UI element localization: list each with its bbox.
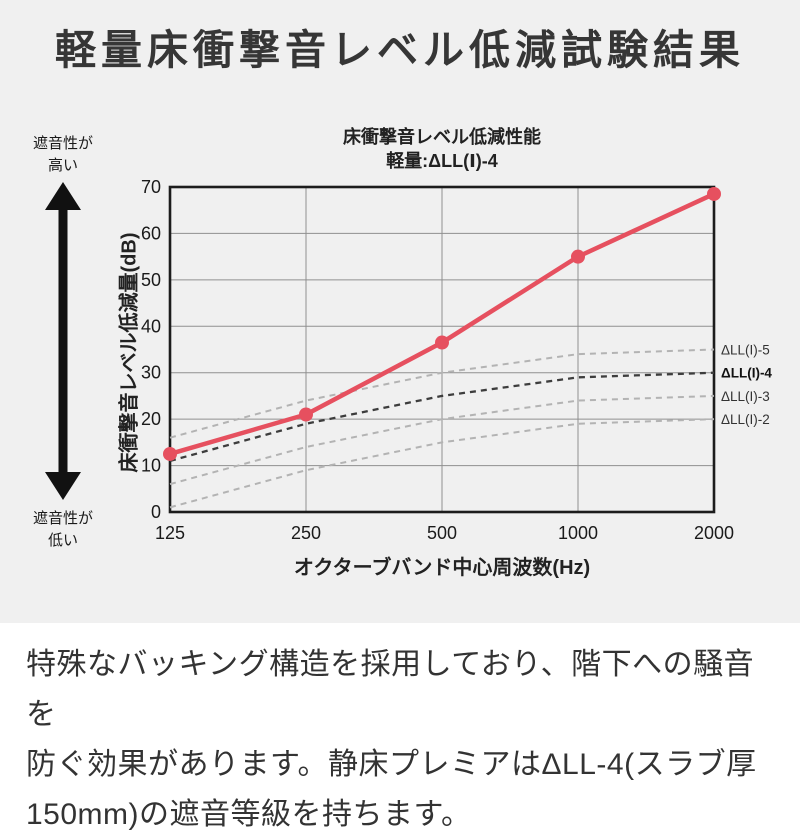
y-tick-label: 30 bbox=[141, 363, 161, 383]
reference-line bbox=[169, 394, 715, 486]
y-tick-label: 20 bbox=[141, 409, 161, 429]
data-point bbox=[299, 407, 313, 422]
chart-subtitle: 軽量:ΔLL(Ⅰ)-4 bbox=[386, 151, 498, 171]
data-point bbox=[163, 446, 177, 461]
y-tick-label: 60 bbox=[141, 223, 161, 243]
y-tick-label: 40 bbox=[141, 316, 161, 336]
chart-section: 軽量床衝撃音レベル低減試験結果 遮音性が 高い 遮音性が 低い 床衝撃音レベル低… bbox=[0, 0, 800, 623]
chart-title: 床衝撃音レベル低減性能 bbox=[343, 127, 541, 147]
x-axis-title: オクターブバンド中心周波数(Hz) bbox=[293, 557, 591, 579]
reference-line-label: ΔLL(I)-3 bbox=[721, 389, 770, 404]
x-tick-label: 250 bbox=[291, 523, 321, 543]
data-point bbox=[571, 249, 585, 264]
reference-line bbox=[169, 418, 715, 509]
y-tick-label: 0 bbox=[151, 502, 161, 522]
data-point bbox=[435, 335, 449, 350]
reference-line-label: ΔLL(I)-4 bbox=[721, 366, 772, 381]
y-tick-label: 10 bbox=[141, 456, 161, 476]
page-title: 軽量床衝撃音レベル低減試験結果 bbox=[55, 27, 745, 73]
reference-line bbox=[169, 348, 715, 439]
line-chart: ΔLL(I)-5 ΔLL(I)-4 ΔLL(I)-3 ΔLL(I)-2 0 10 20 30 4… bbox=[141, 177, 772, 543]
x-tick-label: 1000 bbox=[558, 523, 598, 543]
double-arrow-icon bbox=[45, 182, 81, 500]
x-tick-label: 125 bbox=[155, 523, 185, 543]
insulation-high-label: 遮音性が 高い bbox=[32, 135, 93, 174]
reference-line bbox=[169, 371, 715, 463]
y-tick-label: 50 bbox=[141, 270, 161, 290]
x-tick-label: 2000 bbox=[694, 523, 734, 543]
data-point bbox=[707, 186, 721, 201]
insulation-low-label: 遮音性が 低い bbox=[32, 510, 93, 549]
description-section: 特殊なバッキング構造を採用しており、階下への騒音を 防ぐ効果があります。静床プレ… bbox=[0, 623, 800, 831]
reference-line-label: ΔLL(I)-2 bbox=[721, 412, 770, 427]
y-axis-title: 床衝撃音レベル低減量(dB) bbox=[118, 232, 141, 473]
description-text: 特殊なバッキング構造を採用しており、階下への騒音を 防ぐ効果があります。静床プレ… bbox=[26, 648, 757, 831]
x-tick-label: 500 bbox=[427, 523, 457, 543]
reference-line-label: ΔLL(I)-5 bbox=[721, 343, 770, 358]
y-tick-label: 70 bbox=[141, 177, 161, 197]
